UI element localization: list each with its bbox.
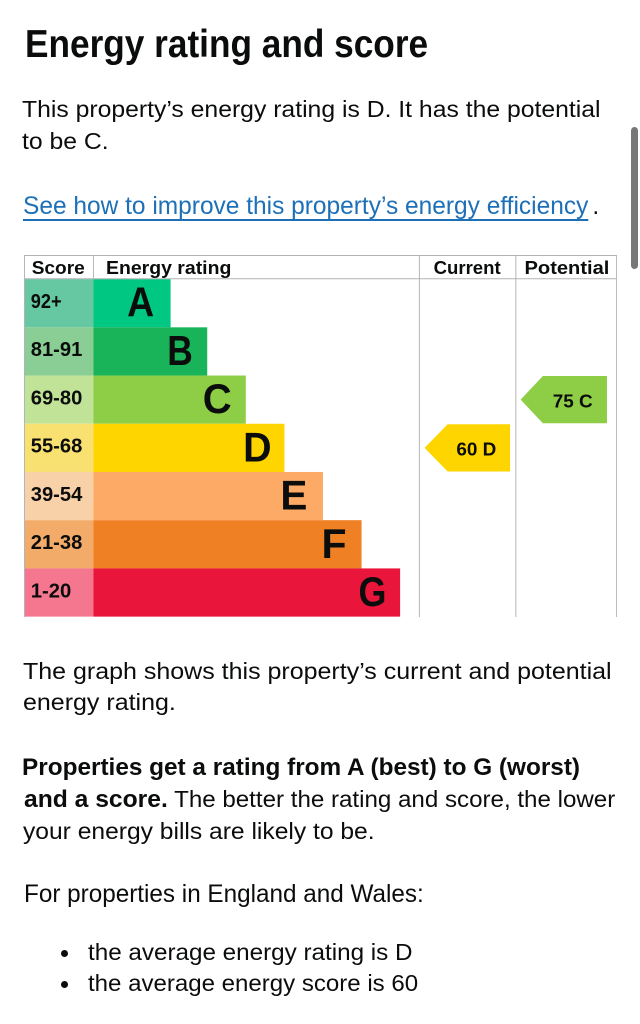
svg-text:81-91: 81-91 [31,339,83,361]
svg-text:A: A [127,278,154,325]
svg-text:F: F [322,519,347,566]
svg-text:Energy rating: Energy rating [106,256,231,277]
svg-text:55-68: 55-68 [31,435,83,457]
svg-text:D: D [243,423,271,470]
svg-text:Current: Current [434,256,502,277]
svg-text:69-80: 69-80 [31,387,83,409]
svg-text:60 D: 60 D [456,438,496,459]
svg-text:C: C [203,375,232,422]
svg-text:Score: Score [32,256,85,277]
svg-text:21-38: 21-38 [31,532,83,554]
svg-text:E: E [280,471,307,518]
svg-text:B: B [167,326,193,373]
svg-text:39-54: 39-54 [31,483,83,505]
svg-text:75 C: 75 C [553,390,593,411]
svg-text:Potential: Potential [525,256,610,277]
svg-text:92+: 92+ [31,291,62,313]
svg-text:G: G [359,568,387,615]
svg-text:1-20: 1-20 [31,580,72,602]
